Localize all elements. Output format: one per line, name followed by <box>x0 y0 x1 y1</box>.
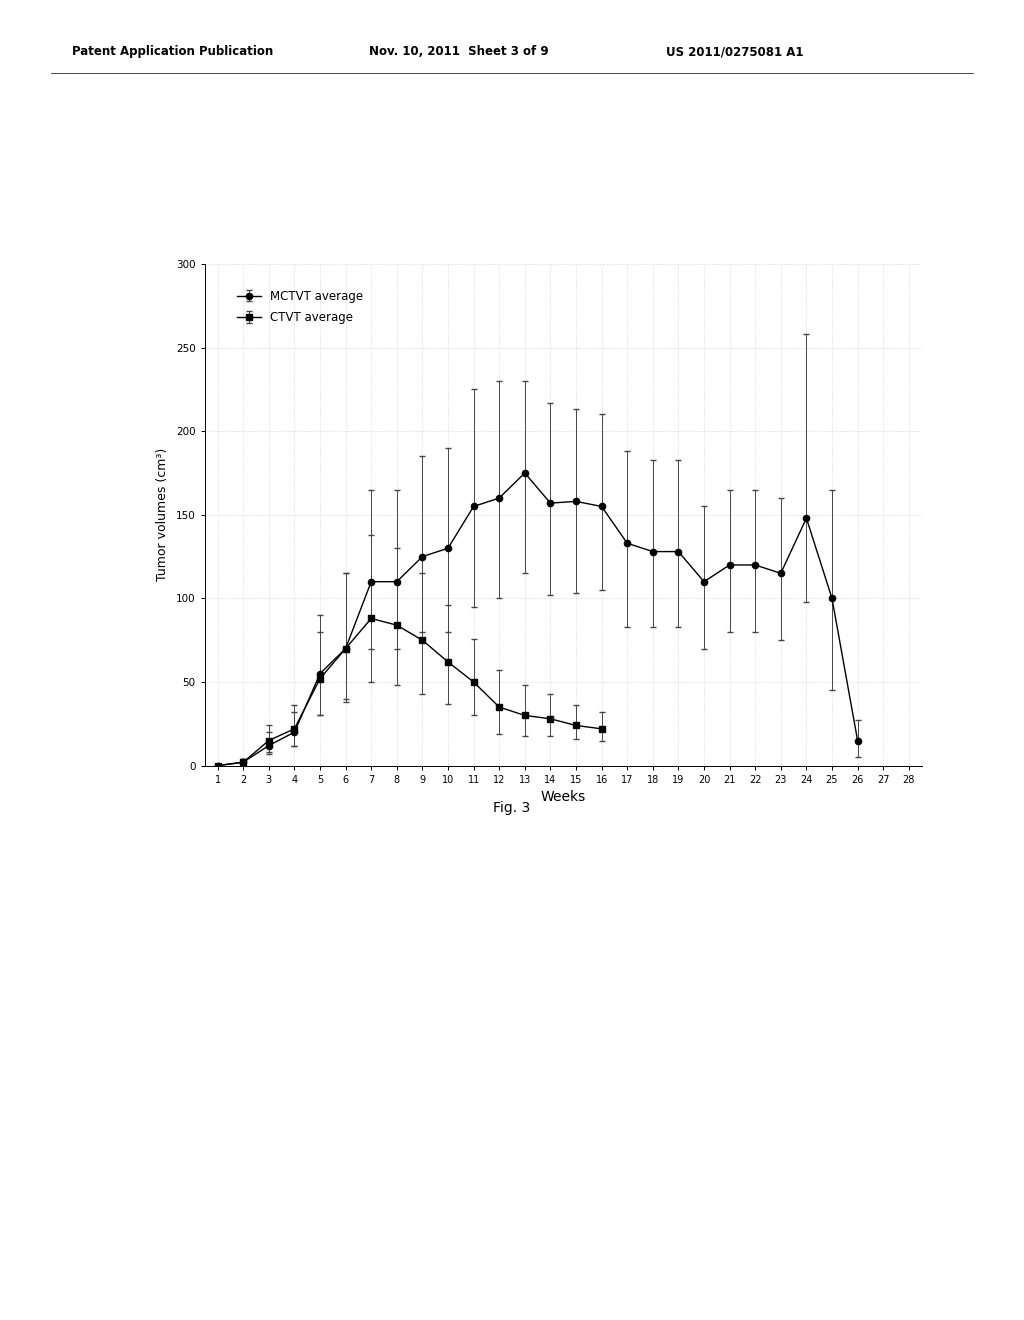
Text: Nov. 10, 2011  Sheet 3 of 9: Nov. 10, 2011 Sheet 3 of 9 <box>369 45 548 58</box>
X-axis label: Weeks: Weeks <box>541 791 586 804</box>
Text: US 2011/0275081 A1: US 2011/0275081 A1 <box>666 45 803 58</box>
Legend: MCTVT average, CTVT average: MCTVT average, CTVT average <box>232 285 368 329</box>
Text: Patent Application Publication: Patent Application Publication <box>72 45 273 58</box>
Text: Fig. 3: Fig. 3 <box>494 801 530 814</box>
Y-axis label: Tumor volumes (cm³): Tumor volumes (cm³) <box>156 449 169 581</box>
